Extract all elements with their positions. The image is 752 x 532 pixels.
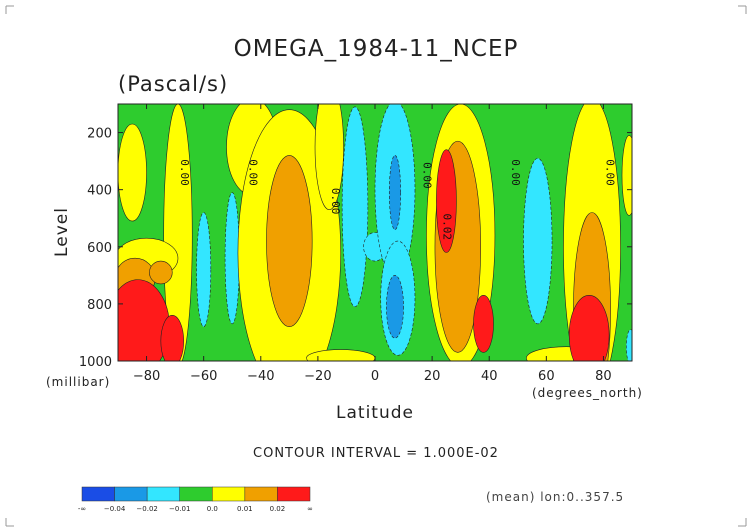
mean-note: (mean) lon:0..357.5 — [486, 490, 625, 504]
plot-axes: −80 −60 −40 −20 0 20 40 60 80 200 400 600 800 1000 — [79, 103, 633, 384]
colorbar-label-0: -∞ — [78, 505, 86, 513]
colorbar-box-1 — [114, 486, 148, 502]
contour-region-6 — [160, 315, 184, 361]
contour-region-29 — [621, 135, 632, 216]
contour-region-28 — [568, 295, 610, 361]
contour-label-2: 0.00 — [329, 188, 342, 215]
y-axis-unit: (millibar) — [46, 375, 111, 389]
colorbar-box-5 — [244, 486, 278, 502]
colorbar-label-1: −0.04 — [104, 505, 126, 513]
colorbar-box-2 — [146, 486, 180, 502]
contour-label-1: 0.00 — [246, 159, 259, 186]
colorbar-label-3: −0.01 — [169, 505, 190, 513]
x-tick-label: −80 — [133, 369, 160, 384]
colorbar-labels: -∞ −0.04 −0.02 −0.01 0.0 0.01 0.02 ∞ — [78, 505, 313, 513]
contour-region-4 — [149, 260, 173, 285]
colorbar-label-6: 0.02 — [270, 505, 286, 513]
colorbar-box-4 — [212, 486, 246, 502]
chart-subtitle: (Pascal/s) — [118, 72, 229, 96]
contour-region-0 — [163, 104, 193, 361]
colorbar-box-6 — [277, 486, 311, 502]
y-tick-label: 400 — [87, 184, 112, 199]
y-tick-label: 200 — [87, 127, 112, 142]
contour-label-3: 0.00 — [421, 162, 434, 189]
x-tick-label: 60 — [538, 369, 555, 384]
colorbar-label-4: 0.0 — [207, 505, 218, 513]
contour-region-11 — [266, 155, 313, 328]
contour-label-5: 0.00 — [509, 159, 522, 186]
x-axis-label: Latitude — [336, 403, 414, 423]
contour-label-4: 0.02 — [441, 214, 454, 241]
colorbar-label-5: 0.01 — [237, 505, 253, 513]
y-tick-label: 800 — [87, 298, 112, 313]
contour-interval-note: CONTOUR INTERVAL = 1.000E-02 — [253, 446, 499, 461]
x-axis-unit: (degrees_north) — [532, 386, 643, 400]
contour-region-30 — [625, 329, 632, 361]
x-tick-label: −60 — [190, 369, 217, 384]
x-tick-label: 80 — [595, 369, 612, 384]
contour-label-0: 0.00 — [178, 159, 191, 186]
contour-region-18 — [388, 155, 401, 230]
contour-labels: 0.00 0.00 0.00 0.00 0.02 0.00 0.00 — [178, 159, 616, 240]
filled-contour-regions — [118, 104, 632, 361]
contour-region-14 — [341, 106, 369, 308]
contour-region-12 — [314, 104, 344, 210]
colorbar-box-0 — [81, 486, 115, 502]
contour-region-7 — [196, 212, 212, 328]
colorbar-box-3 — [179, 486, 213, 502]
chart-title: OMEGA_1984-11_NCEP — [233, 36, 519, 62]
colorbar-boxes — [81, 486, 311, 502]
x-tick-label: 0 — [371, 369, 379, 384]
contour-region-22 — [436, 149, 457, 253]
colorbar-label-7: ∞ — [307, 505, 313, 513]
x-tick-label: −20 — [304, 369, 331, 384]
contour-region-24 — [523, 157, 553, 325]
y-tick-label: 600 — [87, 241, 112, 256]
contour-label-6: 0.00 — [603, 159, 616, 186]
contour-region-1 — [118, 123, 147, 222]
x-tick-label: 40 — [481, 369, 498, 384]
y-tick-label: 1000 — [79, 355, 112, 370]
colorbar-label-2: −0.02 — [136, 505, 157, 513]
x-tick-label: 20 — [424, 369, 441, 384]
x-tick-label: −40 — [247, 369, 274, 384]
contour-region-19 — [386, 275, 404, 339]
contour-region-23 — [473, 295, 494, 353]
